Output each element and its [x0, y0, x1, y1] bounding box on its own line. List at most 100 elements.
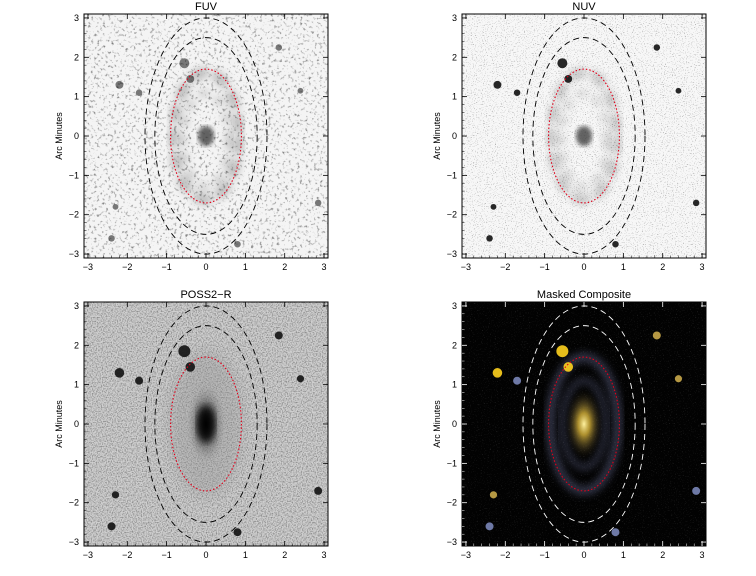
source-mark — [674, 375, 683, 383]
y-tick-label: −3 — [69, 537, 79, 547]
ellipse-outer1 — [154, 37, 258, 235]
x-tick-label: 3 — [322, 262, 327, 272]
x-tick-label: −3 — [461, 550, 471, 560]
x-tick-label: −1 — [162, 550, 172, 560]
source-mark — [692, 486, 701, 495]
y-tick-label: −2 — [447, 210, 457, 220]
source-mark — [485, 522, 494, 531]
source-mark — [556, 345, 569, 358]
x-tick-label: 2 — [282, 550, 287, 560]
ellipse-inner — [170, 68, 242, 204]
ellipse-outer1 — [532, 325, 636, 523]
y-tick-label: 1 — [452, 380, 457, 390]
y-tick-label: 0 — [452, 131, 457, 141]
panel-title: Masked Composite — [537, 289, 631, 301]
source-mark — [115, 80, 124, 89]
source-mark — [135, 376, 144, 385]
ellipse-inner — [548, 356, 620, 492]
ellipse-outer1 — [154, 325, 258, 523]
x-tick-label: −2 — [122, 262, 132, 272]
source-mark — [611, 528, 620, 537]
panel-title: POSS2−R — [180, 289, 231, 301]
y-tick-label: −1 — [447, 458, 457, 468]
panel-nuv: −3 −2 −1 0 1 2 3 3 2 1 0 −1 −2 −3 NUV Arc Minutes — [432, 1, 707, 272]
y-tick-label: −1 — [69, 170, 79, 180]
source-mark — [314, 486, 323, 495]
panel-poss-image — [84, 302, 328, 546]
source-mark — [490, 203, 497, 210]
y-tick-label: 3 — [452, 13, 457, 23]
x-tick-label: 0 — [581, 262, 586, 272]
panel-title: NUV — [572, 1, 596, 13]
source-mark — [114, 368, 125, 378]
source-mark — [274, 331, 283, 340]
x-tick-label: −3 — [83, 550, 93, 560]
x-tick-label: 3 — [700, 550, 705, 560]
source-mark — [234, 240, 241, 248]
y-axis-label: Arc Minutes — [432, 112, 442, 160]
ellipse-inner — [170, 356, 242, 492]
source-mark — [186, 74, 195, 83]
y-tick-label: 0 — [452, 419, 457, 429]
source-mark — [178, 345, 191, 358]
source-mark — [513, 376, 522, 385]
y-tick-label: 2 — [74, 340, 79, 350]
y-tick-label: 1 — [452, 92, 457, 102]
source-mark — [492, 368, 503, 378]
source-mark — [112, 203, 119, 210]
y-tick-label: 3 — [74, 301, 79, 311]
y-tick-label: −1 — [69, 458, 79, 468]
x-tick-label: 2 — [660, 550, 665, 560]
y-tick-label: 3 — [452, 301, 457, 311]
y-tick-label: −3 — [447, 249, 457, 259]
y-tick-label: 2 — [452, 340, 457, 350]
panel-title: FUV — [195, 1, 218, 13]
x-tick-label: 0 — [581, 550, 586, 560]
x-tick-label: 3 — [700, 262, 705, 272]
y-tick-label: −3 — [447, 537, 457, 547]
x-tick-label: 2 — [660, 262, 665, 272]
panel-fuv: −3 −2 −1 0 1 2 3 3 2 1 0 −1 −2 −3 FUV Arc Minutes — [54, 1, 329, 272]
x-tick-label: −1 — [540, 262, 550, 272]
source-mark — [489, 491, 498, 499]
source-mark — [675, 87, 682, 94]
source-mark — [513, 89, 521, 96]
source-mark — [692, 199, 700, 207]
source-mark — [563, 362, 574, 372]
y-axis-label: Arc Minutes — [54, 112, 64, 160]
x-tick-label: −3 — [83, 262, 93, 272]
x-tick-label: 1 — [243, 262, 248, 272]
source-mark — [107, 522, 116, 531]
x-tick-label: −1 — [162, 262, 172, 272]
y-tick-label: 0 — [74, 419, 79, 429]
source-mark — [275, 44, 283, 51]
source-mark — [314, 199, 322, 207]
source-mark — [652, 331, 661, 340]
x-tick-label: −2 — [122, 550, 132, 560]
x-tick-label: 2 — [282, 262, 287, 272]
y-tick-label: 0 — [74, 131, 79, 141]
y-tick-label: 2 — [452, 52, 457, 62]
source-mark — [185, 362, 196, 372]
x-tick-label: −1 — [540, 550, 550, 560]
x-tick-label: 1 — [621, 550, 626, 560]
source-mark — [557, 58, 568, 69]
x-tick-label: −2 — [500, 550, 510, 560]
source-mark — [297, 87, 304, 94]
x-tick-label: −2 — [500, 262, 510, 272]
panel-nuv-image — [462, 14, 706, 258]
y-tick-label: −2 — [447, 498, 457, 508]
y-tick-label: −2 — [69, 210, 79, 220]
source-mark — [135, 89, 143, 96]
y-tick-label: 3 — [74, 13, 79, 23]
y-tick-label: 1 — [74, 380, 79, 390]
source-mark — [564, 74, 573, 83]
y-tick-label: −1 — [447, 170, 457, 180]
y-tick-label: 2 — [74, 52, 79, 62]
y-tick-label: 1 — [74, 92, 79, 102]
panel-poss: −3 −2 −1 0 1 2 3 3 2 1 0 −1 −2 −3 POSS2−R Arc Minutes — [54, 289, 329, 560]
x-tick-label: 3 — [322, 550, 327, 560]
x-tick-label: 0 — [203, 550, 208, 560]
x-tick-label: −3 — [461, 262, 471, 272]
y-axis-label: Arc Minutes — [432, 400, 442, 448]
